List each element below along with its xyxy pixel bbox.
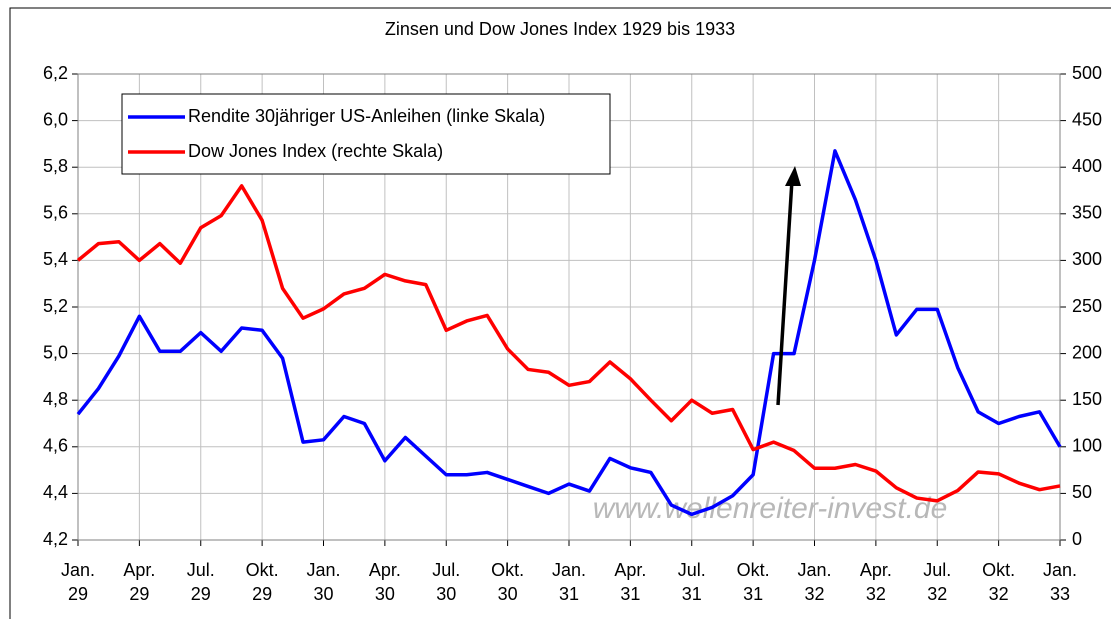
y-tick-label: 6,0 (43, 109, 68, 129)
y2-tick-label: 200 (1072, 342, 1102, 362)
x-tick-label: Okt. 31 (736, 560, 770, 604)
y2-tick-label: 0 (1072, 529, 1082, 549)
y2-tick-label: 150 (1072, 389, 1102, 409)
legend-label: Dow Jones Index (rechte Skala) (188, 141, 443, 161)
y-tick-label: 4,6 (43, 436, 68, 456)
x-tick-label: Jan. 29 (60, 560, 96, 604)
x-tick-label: Jan. 33 (1042, 560, 1078, 604)
y2-tick-label: 250 (1072, 296, 1102, 316)
x-tick-label: Okt. 29 (245, 560, 279, 604)
x-tick-label: Apr. 32 (859, 560, 892, 604)
legend-label: Rendite 30jähriger US-Anleihen (linke Sk… (188, 106, 545, 126)
x-tick-label: Jul. 29 (186, 560, 215, 604)
y2-tick-label: 450 (1072, 109, 1102, 129)
y-tick-label: 5,2 (43, 296, 68, 316)
x-tick-label: Okt. 30 (491, 560, 525, 604)
chart-title: Zinsen und Dow Jones Index 1929 bis 1933 (385, 19, 735, 39)
arrow-head (785, 166, 801, 186)
x-tick-label: Jul. 31 (677, 560, 706, 604)
y-tick-label: 4,4 (43, 482, 68, 502)
legend-box (121, 93, 611, 175)
line-series (76, 184, 1061, 503)
x-tick-label: Jan. 31 (551, 560, 587, 604)
x-tick-label: Okt. 32 (982, 560, 1016, 604)
x-tick-label: Apr. 29 (123, 560, 156, 604)
x-tick-label: Apr. 31 (614, 560, 647, 604)
y-tick-label: 4,8 (43, 389, 68, 409)
y-tick-label: 5,8 (43, 156, 68, 176)
x-tick-label: Apr. 30 (368, 560, 401, 604)
watermark: www.wellenreiter-invest.de (593, 492, 948, 525)
x-tick-label: Jul. 32 (923, 560, 952, 604)
y-tick-label: 5,0 (43, 342, 68, 362)
y-tick-label: 4,2 (43, 529, 68, 549)
x-tick-label: Jan. 32 (797, 560, 832, 604)
y-tick-label: 6,2 (43, 63, 68, 83)
y-tick-label: 5,4 (43, 249, 68, 269)
y2-tick-label: 500 (1072, 63, 1102, 83)
arrow-shaft (776, 179, 794, 406)
y-tick-label: 5,6 (43, 203, 68, 223)
y2-tick-label: 400 (1072, 156, 1102, 176)
y2-tick-label: 50 (1072, 482, 1092, 502)
chart-frame (9, 7, 1111, 619)
plot-frame (77, 73, 1061, 541)
y2-tick-label: 350 (1072, 203, 1102, 223)
x-tick-label: Jan. 30 (306, 560, 341, 604)
x-tick-label: Jul. 30 (432, 560, 461, 604)
y2-tick-label: 300 (1072, 249, 1102, 269)
y2-tick-label: 100 (1072, 436, 1102, 456)
line-series (76, 149, 1062, 517)
